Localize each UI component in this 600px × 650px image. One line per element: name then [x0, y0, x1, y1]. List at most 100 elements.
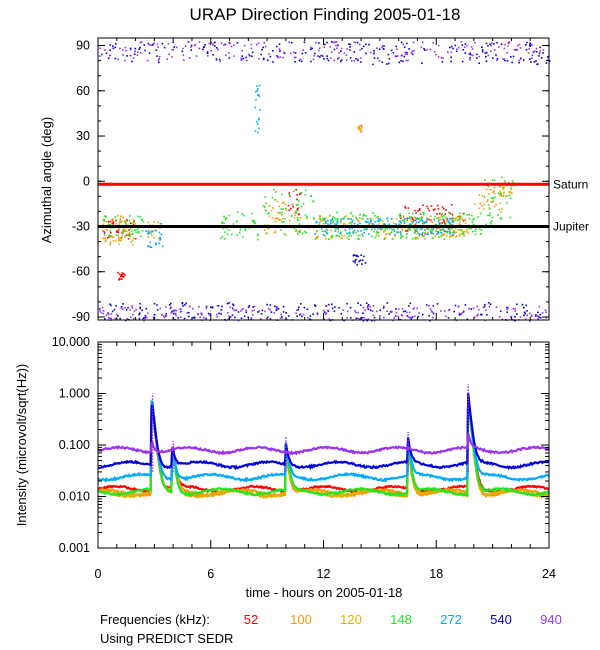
data-point	[267, 53, 270, 55]
data-point	[349, 49, 351, 51]
data-point	[429, 308, 432, 310]
data-point	[293, 217, 296, 219]
data-point	[322, 219, 325, 222]
data-point	[281, 221, 283, 223]
data-point	[220, 42, 223, 45]
data-point	[355, 311, 357, 314]
x-tick-label: 24	[542, 567, 556, 581]
data-point	[253, 309, 255, 311]
data-point	[199, 316, 201, 319]
data-point	[427, 228, 430, 231]
data-point	[141, 230, 144, 232]
data-point	[108, 224, 111, 226]
data-point	[485, 309, 487, 312]
data-point	[441, 213, 443, 215]
data-point	[539, 316, 542, 319]
data-point	[421, 232, 424, 234]
data-point	[414, 238, 417, 240]
data-point	[474, 233, 477, 236]
data-point	[312, 313, 314, 315]
data-point	[254, 222, 256, 225]
data-point	[345, 59, 348, 62]
data-point	[118, 224, 121, 226]
data-point	[380, 219, 382, 221]
data-point	[117, 271, 119, 274]
data-point	[319, 56, 321, 58]
data-point	[228, 52, 230, 54]
data-point	[218, 58, 221, 61]
data-point	[144, 316, 147, 319]
series-100-khz-line	[97, 395, 550, 499]
data-point	[427, 207, 429, 210]
data-point	[264, 45, 267, 48]
data-point	[379, 315, 381, 317]
data-point	[473, 316, 476, 318]
data-point	[226, 302, 229, 305]
data-point	[423, 47, 425, 50]
data-point	[298, 230, 301, 232]
data-point	[322, 309, 325, 312]
data-point	[477, 313, 479, 316]
data-point	[248, 305, 251, 307]
data-point	[386, 220, 389, 222]
data-point	[153, 302, 156, 305]
y-tick-label: -30	[72, 220, 90, 234]
data-point	[506, 60, 509, 62]
data-point	[319, 214, 321, 217]
data-point	[237, 319, 240, 322]
data-point	[266, 213, 269, 215]
data-point	[345, 215, 348, 218]
data-point	[335, 218, 337, 221]
data-point	[487, 44, 489, 47]
data-point	[349, 233, 351, 235]
data-point	[115, 223, 117, 225]
data-point	[112, 221, 115, 224]
data-point	[526, 310, 528, 312]
data-point	[334, 223, 336, 225]
data-point	[362, 45, 365, 48]
data-point	[476, 53, 478, 56]
data-point	[105, 239, 108, 241]
data-point	[228, 57, 231, 59]
data-point	[499, 211, 502, 213]
data-point	[407, 59, 409, 62]
data-point	[115, 231, 118, 233]
data-point	[216, 315, 218, 318]
data-point	[190, 44, 193, 47]
data-point	[257, 88, 259, 90]
data-point	[208, 42, 211, 45]
data-point	[123, 220, 126, 223]
data-point	[488, 214, 491, 217]
data-point	[268, 205, 271, 207]
data-point	[487, 186, 490, 188]
data-point	[383, 236, 386, 239]
data-point	[383, 305, 385, 308]
frequency-legend-label: Frequencies (kHz):	[100, 612, 210, 627]
data-point	[434, 235, 436, 237]
data-point	[275, 220, 277, 223]
data-point	[501, 195, 503, 197]
data-point	[439, 212, 441, 215]
data-point	[285, 234, 287, 236]
data-point	[301, 52, 304, 55]
data-point	[122, 54, 124, 56]
data-point	[331, 51, 333, 53]
data-point	[493, 186, 496, 189]
data-point	[127, 238, 130, 240]
data-point	[426, 217, 428, 219]
y-tick-label: 30	[76, 129, 90, 143]
data-point	[104, 318, 106, 320]
data-point	[295, 203, 298, 206]
data-point	[359, 259, 362, 262]
data-point	[251, 310, 254, 312]
data-point	[437, 208, 440, 210]
data-point	[356, 58, 359, 61]
data-point	[283, 232, 286, 235]
data-point	[281, 211, 283, 214]
data-point	[298, 223, 301, 225]
data-point	[139, 46, 141, 49]
data-point	[206, 52, 209, 54]
data-point	[386, 228, 388, 230]
data-point	[310, 195, 312, 198]
data-point	[245, 311, 248, 314]
